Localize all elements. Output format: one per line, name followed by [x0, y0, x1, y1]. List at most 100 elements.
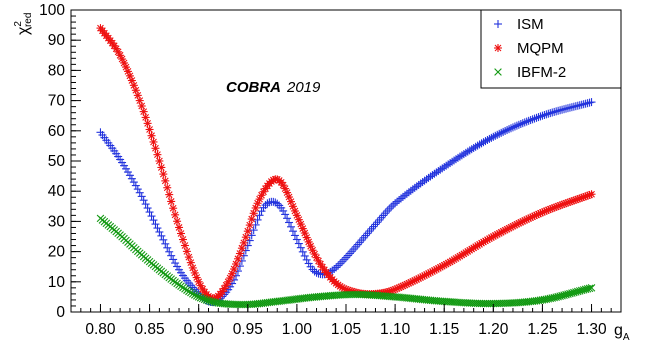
data-point	[137, 102, 146, 111]
y-tick-label: 100	[39, 2, 65, 19]
data-point	[540, 111, 549, 120]
data-point	[505, 125, 514, 134]
data-point	[518, 119, 527, 128]
data-point	[499, 127, 508, 136]
data-point	[338, 257, 347, 266]
data-point	[139, 196, 148, 205]
data-point	[169, 204, 178, 213]
data-point	[336, 259, 345, 268]
data-point	[159, 235, 168, 244]
data-point	[302, 255, 311, 264]
legend-marker	[494, 20, 502, 28]
data-point	[514, 120, 523, 129]
data-point	[493, 130, 502, 139]
legend-entries: ISM MQPM IBFM-2	[494, 16, 566, 81]
data-point	[522, 117, 531, 126]
x-tick-label: 1.05	[331, 321, 361, 338]
data-point	[245, 236, 254, 245]
data-point	[546, 109, 555, 118]
data-point	[196, 293, 205, 302]
data-point	[155, 157, 164, 165]
data-point	[243, 227, 252, 236]
data-point	[247, 215, 256, 224]
legend: ISM MQPM IBFM-2	[480, 9, 622, 89]
x-axis-title-main: g	[614, 322, 623, 339]
legend-marker	[494, 68, 502, 76]
x-tick-label: 1.25	[527, 321, 557, 338]
data-point	[542, 110, 551, 119]
x-axis-title: gA	[614, 322, 630, 343]
data-point	[587, 190, 596, 199]
data-point	[312, 253, 321, 262]
data-point	[171, 210, 180, 219]
data-point	[290, 231, 299, 240]
data-point	[151, 220, 160, 229]
data-point	[536, 112, 545, 121]
legend-box	[480, 9, 622, 89]
data-point	[187, 288, 195, 297]
y-axis-title-sub: red	[23, 13, 34, 27]
data-point	[296, 243, 305, 252]
data-point	[508, 123, 517, 132]
axes: 0.80 0.85 0.90 0.95 1.00 1.05 1.10 1.15 1.20 1.25…	[39, 2, 622, 338]
data-point	[255, 211, 264, 220]
data-point	[157, 163, 166, 172]
data-point	[544, 109, 553, 118]
data-point	[387, 202, 396, 211]
data-point	[304, 259, 313, 268]
y-tick-label: 0	[56, 304, 65, 321]
x-tick-label: 0.80	[85, 321, 116, 338]
data-point	[163, 183, 172, 192]
data-point	[485, 134, 494, 143]
data-point	[149, 216, 158, 225]
x-tick-label: 1.15	[429, 321, 459, 338]
data-point	[153, 150, 162, 159]
y-axis-title-sup: 2	[13, 21, 24, 27]
data-point	[283, 214, 292, 223]
data-point	[340, 255, 349, 264]
data-point	[534, 113, 543, 122]
data-point	[269, 197, 278, 206]
data-point	[257, 207, 266, 216]
x-axis-title-sub: A	[623, 332, 630, 343]
data-point	[194, 293, 203, 301]
data-point	[131, 181, 140, 190]
data-point	[503, 126, 512, 135]
data-point	[241, 233, 250, 242]
data-point	[389, 201, 398, 210]
data-point	[273, 199, 282, 208]
data-point	[538, 111, 547, 120]
data-point	[495, 129, 504, 138]
data-marks	[96, 24, 596, 309]
data-point	[288, 227, 297, 236]
data-point	[127, 174, 136, 183]
data-point	[175, 223, 184, 232]
data-point	[159, 170, 168, 179]
data-point	[137, 192, 146, 201]
data-point	[487, 133, 496, 142]
data-point	[149, 137, 158, 146]
data-point	[239, 238, 248, 247]
data-point	[300, 251, 309, 260]
data-point	[245, 221, 254, 230]
data-point	[312, 268, 321, 277]
data-point	[178, 235, 187, 244]
y-tick-label: 50	[48, 153, 66, 170]
data-point	[198, 294, 207, 303]
data-point	[173, 262, 182, 271]
data-point	[180, 241, 189, 250]
data-point	[133, 185, 142, 194]
data-point	[552, 107, 561, 116]
data-point	[192, 292, 201, 300]
data-point	[190, 291, 199, 299]
data-point	[253, 215, 262, 224]
data-point	[145, 208, 154, 217]
data-point	[125, 171, 134, 180]
data-point	[550, 107, 559, 116]
data-point	[585, 284, 594, 293]
data-point	[587, 284, 596, 292]
data-point	[151, 144, 160, 153]
data-point	[292, 235, 301, 244]
data-point	[173, 217, 182, 226]
